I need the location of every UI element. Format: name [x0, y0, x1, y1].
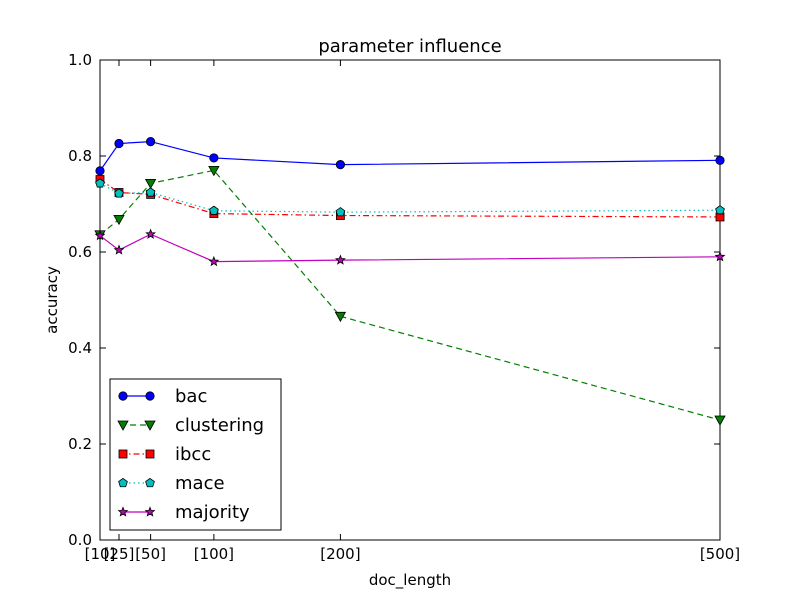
y-tick-label: 1.0	[68, 51, 92, 69]
legend-label-majority: majority	[175, 502, 250, 523]
legend-marker-mace	[118, 477, 128, 488]
data-point-bac	[209, 153, 219, 163]
chart-title: parameter influence	[318, 36, 501, 57]
x-axis-label: doc_length	[369, 571, 451, 590]
data-point-clustering	[714, 415, 726, 426]
legend-label-clustering: clustering	[175, 415, 264, 436]
legend-marker-majority	[117, 506, 129, 517]
legend-label-bac: bac	[175, 386, 207, 407]
data-point-bac	[715, 155, 725, 165]
data-point-majority	[113, 244, 125, 255]
data-point-clustering	[208, 165, 220, 177]
y-tick-label: 0.8	[68, 147, 92, 165]
legend-marker-ibcc	[118, 449, 128, 459]
data-point-majority	[94, 229, 106, 241]
data-point-majority	[714, 251, 726, 262]
x-tick-label: [200]	[320, 545, 360, 563]
data-point-bac	[95, 166, 105, 176]
y-tick-label: 0.6	[68, 243, 92, 261]
series-majority	[94, 228, 726, 267]
data-point-majority	[334, 254, 346, 265]
y-tick-label: 0.0	[68, 531, 92, 549]
x-tick-label: [50]	[135, 545, 166, 563]
legend-label-ibcc: ibcc	[175, 444, 211, 465]
legend-marker-majority	[144, 506, 156, 517]
x-tick-label: [500]	[700, 545, 740, 563]
data-point-mace	[335, 207, 346, 217]
x-tick-label: [10]	[85, 545, 116, 563]
data-point-bac	[335, 160, 346, 170]
series-bac	[95, 137, 725, 176]
legend-label-mace: mace	[175, 473, 225, 494]
data-point-clustering	[144, 178, 157, 190]
data-point-majority	[145, 228, 157, 239]
series-mace	[95, 178, 725, 217]
legend-marker-bac	[145, 391, 155, 401]
data-point-bac	[146, 137, 156, 147]
legend-marker-clustering	[144, 420, 156, 431]
legend-marker-bac	[118, 391, 128, 401]
y-axis-label: accuracy	[43, 266, 61, 334]
plot-frame	[99, 59, 721, 541]
data-point-clustering	[334, 311, 347, 323]
data-point-majority	[208, 255, 220, 267]
series-line-majority	[99, 233, 721, 263]
series-line-bac	[99, 140, 721, 172]
data-point-mace	[715, 205, 725, 215]
series-ibcc	[95, 175, 725, 222]
series-line-clustering	[99, 169, 721, 421]
legend-marker-mace	[145, 477, 155, 488]
x-tick-label: [25]	[104, 545, 135, 563]
x-tick-label: [100]	[194, 545, 234, 563]
data-point-mace	[114, 188, 124, 198]
series-line-mace	[99, 182, 721, 213]
legend: bac clustering ibcc mace majority	[109, 378, 282, 531]
data-point-mace	[209, 205, 219, 215]
plot-area: 0.0 0.2 0.4 0.6 0.8 1.0 [10][25] [50] [100] [200]…	[68, 51, 740, 563]
y-tick-label: 0.2	[68, 435, 92, 453]
y-tick-label: 0.4	[68, 339, 92, 357]
data-point-mace	[145, 187, 156, 197]
series-clustering	[94, 165, 726, 426]
data-point-clustering	[113, 214, 125, 226]
legend-marker-clustering	[117, 420, 129, 431]
data-point-bac	[114, 138, 124, 149]
data-point-mace	[95, 178, 105, 188]
legend-marker-ibcc	[145, 449, 155, 459]
